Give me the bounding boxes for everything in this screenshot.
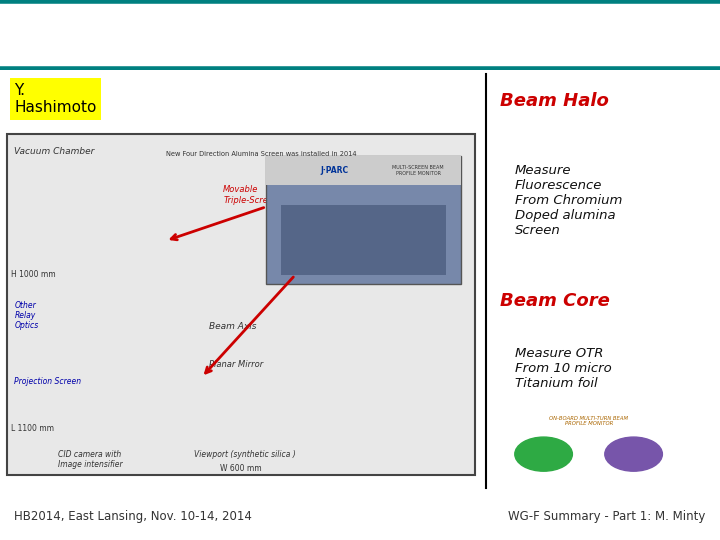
Text: Vacuum Chamber: Vacuum Chamber [14,147,95,156]
Circle shape [515,437,572,471]
Text: WG-F Summary - Part 1: M. Minty: WG-F Summary - Part 1: M. Minty [508,510,706,523]
Text: Movable
Triple-Screen: Movable Triple-Screen [223,185,279,205]
Text: Measure
Fluorescence
From Chromium
Doped alumina
Screen: Measure Fluorescence From Chromium Doped… [515,164,622,237]
Text: Projection Screen: Projection Screen [14,377,81,386]
Text: L 1100 mm: L 1100 mm [11,424,54,433]
Text: Beam Core: Beam Core [500,292,611,310]
Text: H 1000 mm: H 1000 mm [11,271,55,280]
Text: MULTI-SCREEN BEAM
PROFILE MONITOR: MULTI-SCREEN BEAM PROFILE MONITOR [392,165,444,176]
Text: J·PARC: J·PARC [320,166,348,175]
Text: New Four Direction Alumina Screen was installed in 2014: New Four Direction Alumina Screen was in… [166,151,356,157]
FancyBboxPatch shape [266,156,461,284]
Text: HB2014, East Lansing, Nov. 10-14, 2014: HB2014, East Lansing, Nov. 10-14, 2014 [14,510,252,523]
Text: CID camera with
Image intensifier: CID camera with Image intensifier [58,450,122,469]
FancyBboxPatch shape [7,134,475,475]
FancyBboxPatch shape [266,156,461,185]
Circle shape [605,437,662,471]
Text: Viewport (synthetic silica ): Viewport (synthetic silica ) [194,450,296,459]
Text: New beam diagnostics:  2D core and halo monitor: New beam diagnostics: 2D core and halo m… [0,23,720,48]
Text: ON-BOARD MULTI-TURN BEAM
PROFILE MONITOR: ON-BOARD MULTI-TURN BEAM PROFILE MONITOR [549,416,629,427]
Text: Beam Axis: Beam Axis [209,322,256,330]
Text: Other
Relay
Optics: Other Relay Optics [14,301,39,330]
Text: Measure OTR
From 10 micro
Titanium foil: Measure OTR From 10 micro Titanium foil [515,348,611,390]
Text: Planar Mirror: Planar Mirror [209,360,263,369]
Text: W 600 mm: W 600 mm [220,464,262,474]
FancyBboxPatch shape [281,205,446,275]
Text: Beam Halo: Beam Halo [500,91,609,110]
Text: Y.
Hashimoto: Y. Hashimoto [14,83,96,116]
